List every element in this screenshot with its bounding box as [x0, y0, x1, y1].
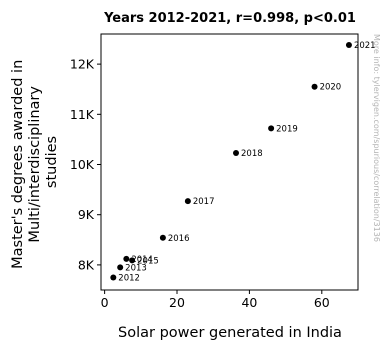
x-axis-label: Solar power generated in India	[118, 325, 342, 341]
x-axis: 0 20 40 60	[101, 290, 330, 310]
data-point	[311, 83, 318, 90]
data-point-label: 2019	[276, 124, 298, 134]
y-axis-label-line: studies	[44, 136, 60, 188]
data-point-label: 2020	[320, 83, 342, 93]
y-axis-label-line: Master's degrees awarded in	[10, 60, 26, 269]
y-axis-label-line: Multi/interdisciplinary	[27, 86, 43, 243]
data-point-label: 2017	[193, 197, 215, 207]
data-point	[345, 42, 352, 49]
data-point	[159, 234, 166, 241]
x-tick-label: 20	[169, 295, 185, 310]
data-point-label: 2015	[137, 256, 159, 266]
data-point	[110, 274, 117, 281]
y-tick-label: 11K	[70, 107, 95, 122]
y-tick-label: 9K	[78, 207, 95, 222]
y-tick-label: 12K	[70, 57, 95, 72]
y-axis: 8K 9K 10K 11K 12K	[70, 57, 101, 272]
data-point	[184, 198, 191, 205]
data-point-label: 2018	[241, 149, 263, 159]
watermark: More info: tylervigen.com/spurious/corre…	[372, 34, 381, 242]
x-tick-label: 0	[101, 295, 109, 310]
y-tick-label: 10K	[70, 157, 95, 172]
plot-area	[100, 33, 359, 291]
x-tick-label: 40	[241, 295, 257, 310]
data-point-label: 2014	[131, 255, 153, 265]
data-point	[117, 264, 124, 271]
data-point-label: 2012	[118, 273, 140, 283]
chart-title: Years 2012-2021, r=0.998, p<0.01	[103, 11, 356, 26]
y-tick-label: 8K	[78, 257, 95, 272]
data-point-label: 2013	[125, 263, 147, 273]
data-point-label: 2016	[168, 234, 190, 244]
data-point	[233, 149, 240, 156]
data-point	[129, 257, 136, 264]
x-tick-label: 60	[314, 295, 330, 310]
data-point-label: 2021	[354, 41, 376, 51]
data-point	[123, 255, 130, 262]
y-axis-label: Master's degrees awarded in Multi/interd…	[10, 55, 60, 269]
data-point	[268, 125, 275, 132]
